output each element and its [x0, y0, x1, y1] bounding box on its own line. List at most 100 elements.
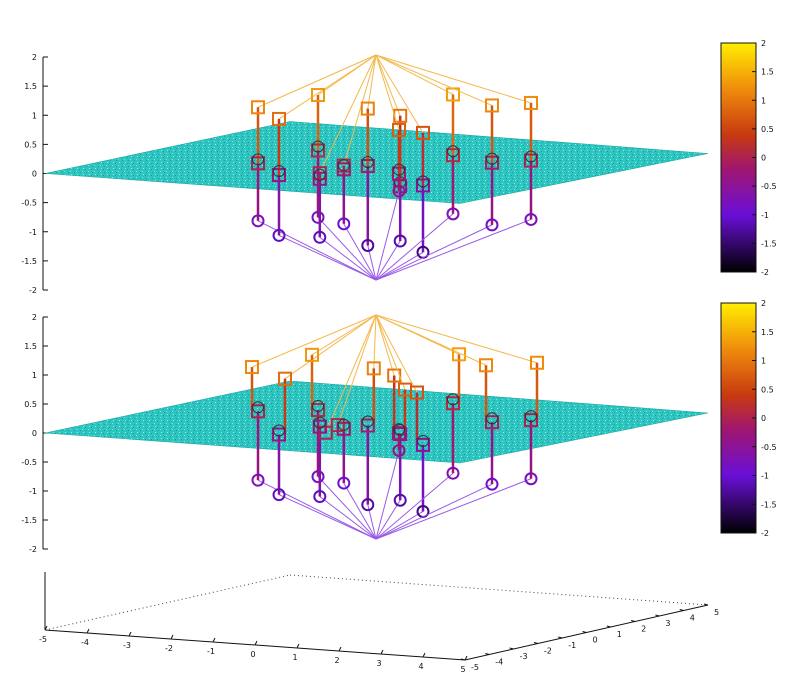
circle-marker [252, 401, 264, 414]
y-tick-label: -2 [544, 647, 552, 656]
y-tick-label: 2 [641, 625, 646, 634]
x-tick-mark [44, 625, 48, 631]
back-edge-left [44, 574, 291, 631]
circle-marker [446, 207, 460, 221]
z-tick-label: 1 [32, 111, 37, 120]
z-tick-label: 2 [32, 53, 37, 62]
circle-marker [311, 470, 325, 484]
y-tick-mark [679, 609, 684, 611]
circle-marker [392, 443, 406, 457]
square-marker [360, 101, 375, 116]
square-marker [524, 95, 538, 110]
circle-marker [393, 163, 405, 176]
colorbar-tick-label: 0.5 [761, 125, 774, 134]
circle-marker [447, 145, 459, 158]
x-tick-label: 4 [418, 662, 423, 671]
hub-top-line [375, 54, 400, 131]
z-tick-label: -0.5 [21, 458, 37, 467]
square-marker [245, 360, 259, 375]
square-marker [278, 371, 292, 386]
hub-bottom-line [375, 450, 400, 540]
circle-marker [313, 230, 327, 244]
plane-surface [44, 380, 709, 464]
x-tick-label: -2 [165, 644, 173, 653]
plane-surface [44, 121, 709, 204]
z-tick-label: 0 [32, 170, 37, 179]
square-marker [446, 148, 460, 163]
colorbar-tick-label: 1 [761, 357, 766, 366]
z-tick-label: -0.5 [21, 199, 37, 208]
square-marker [452, 347, 466, 362]
z-tick-label: 1.5 [24, 342, 37, 351]
hub-bottom-line [319, 236, 377, 281]
circle-marker [313, 490, 327, 504]
hub-bottom-line [375, 478, 532, 540]
hub-top-line [375, 314, 395, 376]
circle-marker [446, 466, 460, 480]
hub-bottom-line [375, 499, 401, 540]
colorbar-tick-label: 0.5 [761, 385, 774, 394]
circle-marker [393, 493, 407, 507]
z-tick-label: -1.5 [21, 257, 37, 266]
square-marker [360, 418, 375, 433]
colorbar-tick-label: 2 [761, 39, 766, 48]
square-marker [305, 347, 319, 362]
top-panel: 2 1.5 1 0.5 0 -0.5 -1 -1.5 -2 2 1.5 1 0.5 0 -0.5 -1 -1.5… [21, 39, 776, 295]
circle-marker [417, 434, 429, 447]
x-tick-mark [170, 634, 174, 640]
y-tick-mark [606, 625, 611, 628]
circle-marker [525, 150, 537, 163]
circle-marker [312, 400, 324, 413]
hub-top-line [257, 54, 377, 108]
square-marker [251, 156, 265, 171]
square-marker [312, 171, 327, 186]
circle-marker [361, 238, 375, 252]
circle-marker [361, 498, 375, 512]
hub-top-line [319, 54, 377, 174]
y-tick-mark [485, 653, 490, 655]
hub-top-line [284, 314, 377, 380]
hub-top-line [375, 54, 532, 104]
circle-marker [486, 152, 498, 165]
circle-marker [272, 488, 286, 502]
hub-bottom-line [375, 472, 454, 540]
hub-bottom-line [343, 482, 377, 540]
hub-bottom-line [375, 240, 401, 281]
y-tick-label: -1 [568, 641, 576, 650]
z-tick-label: 0 [32, 429, 37, 438]
square-marker [311, 143, 325, 158]
square-marker [485, 415, 499, 430]
circle-marker [485, 477, 499, 491]
colorbar-tick-label: 1 [761, 96, 766, 105]
z-tick-label: -2 [29, 286, 37, 295]
x-tick-label: 3 [376, 659, 381, 668]
colorbar-tick-label: 1.5 [761, 68, 774, 77]
square-marker [485, 98, 499, 113]
z-tick-label: -1 [29, 228, 37, 237]
circle-marker [361, 415, 374, 428]
hub-bottom-line [257, 479, 377, 540]
circle-marker [361, 155, 374, 168]
y-tick-mark [558, 636, 563, 639]
square-marker [360, 158, 375, 173]
x-tick-mark [338, 646, 342, 652]
circle-marker [312, 140, 324, 153]
circle-marker [313, 416, 326, 429]
hub-top-line [375, 54, 493, 106]
square-marker [446, 396, 460, 411]
square-marker [272, 111, 286, 126]
colorbar [720, 302, 757, 534]
square-marker [416, 125, 430, 140]
circle-marker [524, 212, 538, 226]
z-tick-label: 0.5 [24, 140, 37, 149]
y-tick-label: -5 [471, 663, 479, 672]
hub-top-line [375, 314, 538, 364]
x-tick-label: 2 [334, 656, 339, 665]
colorbar-tick-label: -1 [761, 211, 769, 220]
hub-bottom-line [375, 251, 424, 281]
z-tick-label: 0.5 [24, 400, 37, 409]
hub-top-line [343, 54, 377, 166]
z-tick-label: 2 [32, 313, 37, 322]
square-marker [416, 178, 430, 193]
circle-marker [392, 184, 406, 198]
